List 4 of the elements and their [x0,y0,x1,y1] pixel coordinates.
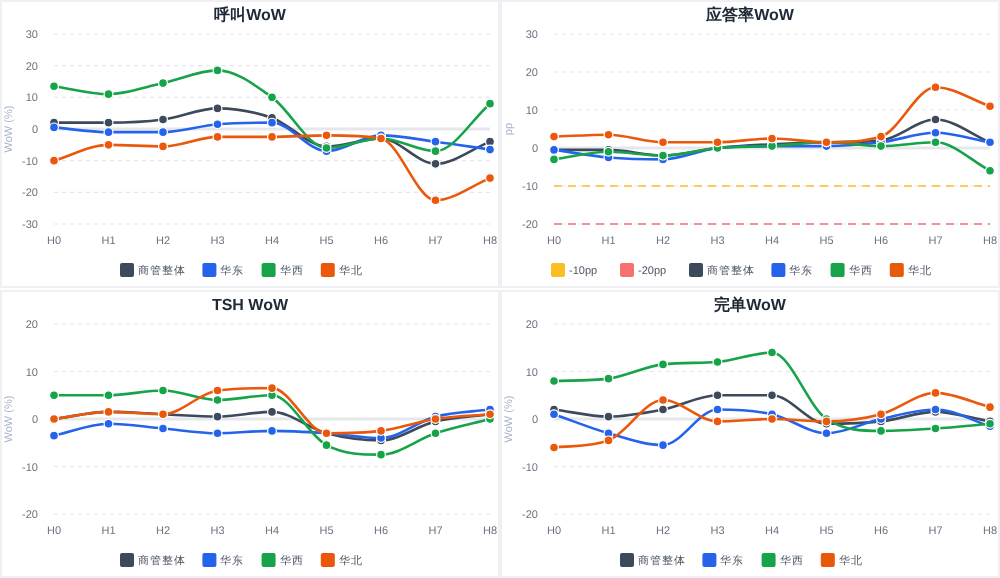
chart-title: 呼叫WoW [214,6,287,24]
chart-title: 应答率WoW [704,4,795,24]
chart-title: 完单WoW [714,294,787,314]
chart-title: TSH WoW [211,296,289,314]
